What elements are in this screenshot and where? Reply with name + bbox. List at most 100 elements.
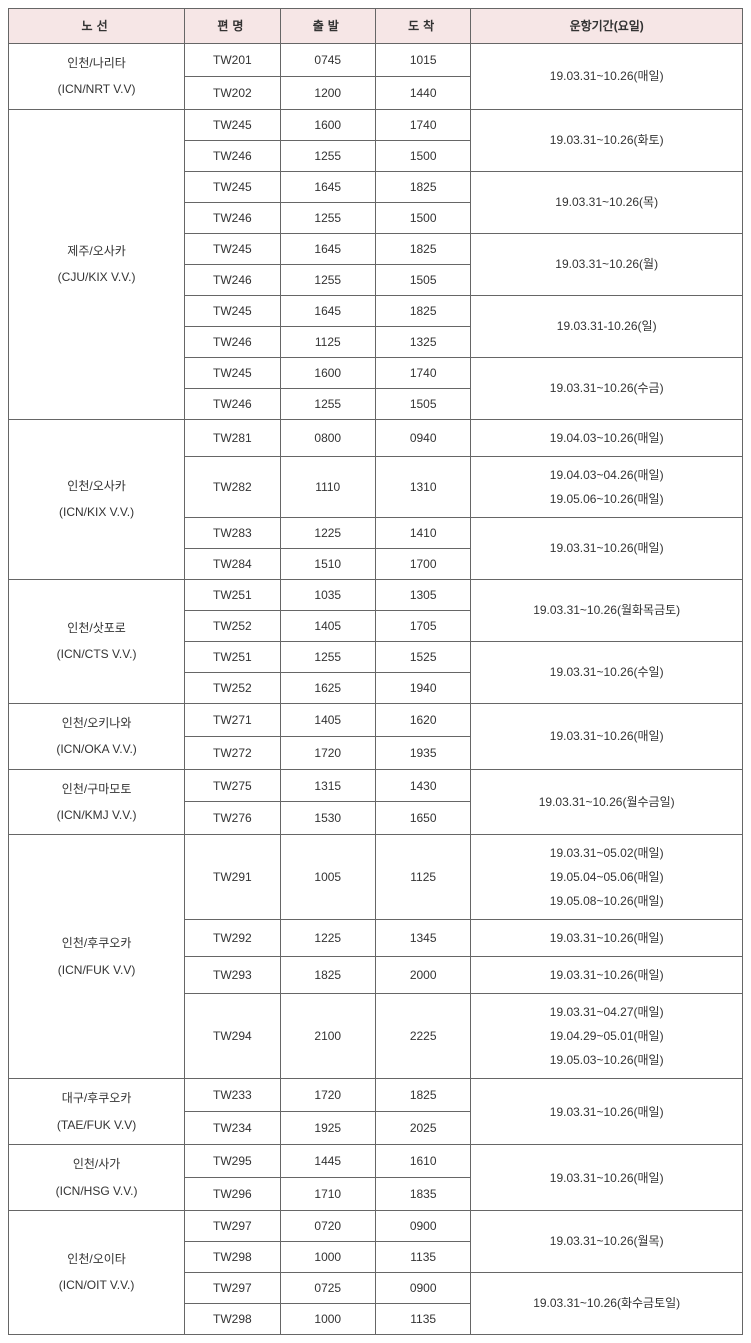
period-line: 19.03.31~10.26(매일) [475,536,738,560]
arrival-time: 1835 [375,1178,470,1211]
arrival-time: 2025 [375,1112,470,1145]
arrival-time: 1410 [375,517,470,548]
period-line: 19.03.31~05.02(매일) [475,841,738,865]
period-line: 19.04.29~05.01(매일) [475,1024,738,1048]
period-cell: 19.04.03~10.26(매일) [471,419,743,456]
route-name-kr: 인천/오이타 [13,1246,180,1272]
flight-number: TW298 [185,1241,280,1272]
departure-time: 1530 [280,802,375,835]
route-name-kr: 인천/오사카 [13,473,180,499]
table-row: 인천/후쿠오카(ICN/FUK V.V)TW2911005112519.03.3… [9,835,743,920]
arrival-time: 0900 [375,1272,470,1303]
arrival-time: 1135 [375,1303,470,1334]
table-row: 인천/오사카(ICN/KIX V.V.)TW2810800094019.04.0… [9,419,743,456]
period-line: 19.03.31~10.26(매일) [475,963,738,987]
flight-number: TW245 [185,357,280,388]
period-cell: 19.03.31~10.26(수금) [471,357,743,419]
flight-number: TW281 [185,419,280,456]
arrival-time: 1940 [375,672,470,703]
route-name-kr: 인천/구마모토 [13,776,180,802]
flight-number: TW202 [185,76,280,109]
flight-number: TW294 [185,994,280,1079]
flight-number: TW246 [185,388,280,419]
departure-time: 1925 [280,1112,375,1145]
route-name-en: (ICN/FUK V.V) [13,957,180,983]
arrival-time: 1700 [375,548,470,579]
period-line: 19.03.31~10.26(매일) [475,64,738,88]
departure-time: 1645 [280,295,375,326]
departure-time: 1255 [280,264,375,295]
route-cell: 인천/오이타(ICN/OIT V.V.) [9,1210,185,1334]
period-cell: 19.03.31~10.26(매일) [471,44,743,110]
period-line: 19.03.31~10.26(매일) [475,724,738,748]
flight-number: TW233 [185,1079,280,1112]
arrival-time: 1825 [375,295,470,326]
arrival-time: 1740 [375,109,470,140]
arrival-time: 1610 [375,1145,470,1178]
departure-time: 1625 [280,672,375,703]
departure-time: 1825 [280,957,375,994]
departure-time: 1225 [280,920,375,957]
route-cell: 인천/오사카(ICN/KIX V.V.) [9,419,185,579]
period-line: 19.03.31~10.26(수금) [475,376,738,400]
flight-number: TW276 [185,802,280,835]
period-line: 19.03.31~10.26(화토) [475,128,738,152]
departure-time: 1720 [280,1079,375,1112]
route-name-en: (CJU/KIX V.V.) [13,264,180,290]
period-cell: 19.03.31~10.26(화토) [471,109,743,171]
flight-number: TW292 [185,920,280,957]
flight-number: TW283 [185,517,280,548]
departure-time: 1000 [280,1303,375,1334]
departure-time: 1600 [280,357,375,388]
departure-time: 1710 [280,1178,375,1211]
period-line: 19.05.04~05.06(매일) [475,865,738,889]
arrival-time: 1620 [375,703,470,736]
table-row: 대구/후쿠오카(TAE/FUK V.V)TW2331720182519.03.3… [9,1079,743,1112]
route-name-kr: 인천/오키나와 [13,710,180,736]
flight-number: TW291 [185,835,280,920]
table-row: 인천/사가(ICN/HSG V.V.)TW2951445161019.03.31… [9,1145,743,1178]
route-name-kr: 인천/삿포로 [13,615,180,641]
flight-number: TW296 [185,1178,280,1211]
header-period: 운항기간(요일) [471,9,743,44]
arrival-time: 1440 [375,76,470,109]
arrival-time: 1500 [375,202,470,233]
table-row: 인천/오키나와(ICN/OKA V.V.)TW2711405162019.03.… [9,703,743,736]
flight-number: TW295 [185,1145,280,1178]
arrival-time: 1325 [375,326,470,357]
departure-time: 2100 [280,994,375,1079]
departure-time: 1255 [280,202,375,233]
flight-number: TW245 [185,295,280,326]
table-header: 노선 편명 출발 도착 운항기간(요일) [9,9,743,44]
header-route: 노선 [9,9,185,44]
table-row: 인천/나리타(ICN/NRT V.V)TW2010745101519.03.31… [9,44,743,77]
flight-number: TW275 [185,769,280,802]
departure-time: 1110 [280,456,375,517]
table-body: 인천/나리타(ICN/NRT V.V)TW2010745101519.03.31… [9,44,743,1335]
flight-number: TW293 [185,957,280,994]
departure-time: 1035 [280,579,375,610]
period-cell: 19.03.31~10.26(월) [471,233,743,295]
route-cell: 인천/구마모토(ICN/KMJ V.V.) [9,769,185,835]
period-cell: 19.03.31~10.26(매일) [471,517,743,579]
period-cell: 19.03.31~04.27(매일)19.04.29~05.01(매일)19.0… [471,994,743,1079]
period-line: 19.03.31~10.26(화수금토일) [475,1291,738,1315]
period-cell: 19.04.03~04.26(매일)19.05.06~10.26(매일) [471,456,743,517]
arrival-time: 2000 [375,957,470,994]
arrival-time: 1305 [375,579,470,610]
period-line: 19.05.08~10.26(매일) [475,889,738,913]
period-line: 19.03.31~10.26(월) [475,252,738,276]
period-cell: 19.03.31~10.26(수일) [471,641,743,703]
arrival-time: 1125 [375,835,470,920]
arrival-time: 1015 [375,44,470,77]
period-line: 19.03.31~10.26(목) [475,190,738,214]
period-cell: 19.03.31~05.02(매일)19.05.04~05.06(매일)19.0… [471,835,743,920]
departure-time: 1645 [280,233,375,264]
flight-number: TW246 [185,264,280,295]
period-line: 19.04.03~04.26(매일) [475,463,738,487]
flight-number: TW282 [185,456,280,517]
table-row: 인천/삿포로(ICN/CTS V.V.)TW2511035130519.03.3… [9,579,743,610]
flight-number: TW252 [185,672,280,703]
flight-schedule-table: 노선 편명 출발 도착 운항기간(요일) 인천/나리타(ICN/NRT V.V)… [8,8,743,1335]
period-cell: 19.03.31~10.26(매일) [471,920,743,957]
